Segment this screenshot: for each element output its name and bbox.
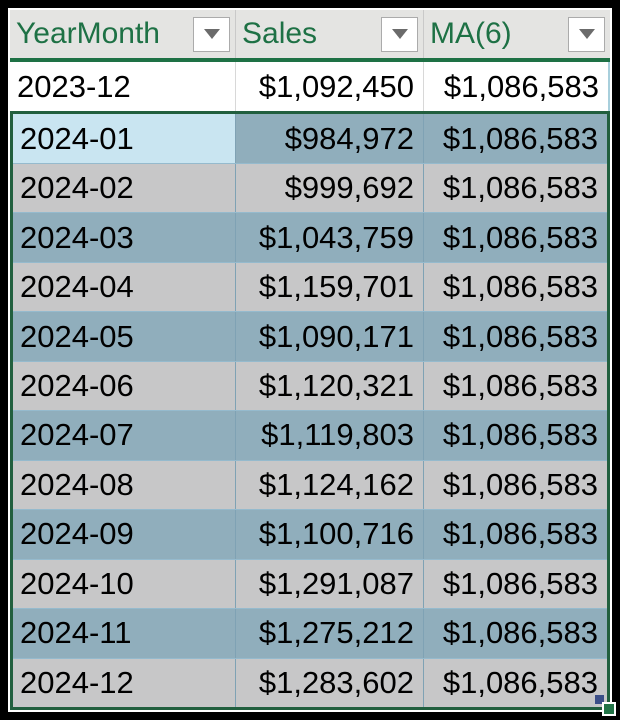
table-header-row: YearMonth Sales MA(6) (10, 10, 610, 62)
cell-sales[interactable]: $999,692 (236, 163, 424, 213)
header-label-yearmonth: YearMonth (16, 17, 160, 50)
cell-sales[interactable]: $1,120,321 (236, 361, 424, 411)
cell-sales[interactable]: $1,275,212 (236, 609, 424, 658)
cell-yearmonth[interactable]: 2024-05 (13, 312, 236, 361)
cell-sales[interactable]: $1,291,087 (236, 559, 424, 609)
cell-ma6[interactable]: $1,086,583 (424, 460, 607, 510)
table-body: 2023-12 $1,092,450 $1,086,583 2024-01 $9… (10, 62, 616, 716)
cell-ma6[interactable]: $1,086,583 (424, 114, 607, 163)
header-label-ma6: MA(6) (430, 17, 512, 50)
table-row: 2024-12 $1,283,602 $1,086,583 (13, 657, 607, 708)
cell-yearmonth[interactable]: 2024-08 (13, 460, 236, 510)
row-area-unselected: 2023-12 $1,092,450 $1,086,583 (10, 62, 610, 112)
cell-yearmonth[interactable]: 2024-03 (13, 213, 236, 262)
cell-sales[interactable]: $1,119,803 (236, 411, 424, 460)
header-label-sales: Sales (242, 17, 318, 50)
cell-ma6[interactable]: $1,086,583 (424, 163, 607, 213)
selection-range: 2024-01 $984,972 $1,086,583 2024-02 $999… (10, 111, 616, 716)
cell-sales[interactable]: $1,159,701 (236, 262, 424, 312)
filter-caret-down-icon (578, 29, 595, 39)
cell-sales[interactable]: $1,283,602 (236, 658, 424, 708)
cell-yearmonth[interactable]: 2024-09 (13, 510, 236, 559)
table-row: 2024-03 $1,043,759 $1,086,583 (13, 212, 607, 262)
cell-yearmonth[interactable]: 2024-12 (13, 658, 236, 708)
cell-yearmonth[interactable]: 2024-07 (13, 411, 236, 460)
cell-sales[interactable]: $1,092,450 (236, 62, 424, 112)
filter-button-ma6[interactable] (568, 16, 605, 52)
cell-ma6[interactable]: $1,086,583 (424, 361, 607, 411)
table-row: 2024-08 $1,124,162 $1,086,583 (13, 459, 607, 510)
cell-yearmonth[interactable]: 2024-01 (13, 114, 236, 163)
table-row: 2024-02 $999,692 $1,086,583 (13, 162, 607, 213)
filter-caret-down-icon (391, 29, 408, 39)
cell-ma6[interactable]: $1,086,583 (424, 411, 607, 460)
header-cell-ma6[interactable]: MA(6) (424, 10, 610, 58)
cell-yearmonth[interactable]: 2024-06 (13, 361, 236, 411)
cell-yearmonth[interactable]: 2024-10 (13, 559, 236, 609)
cell-ma6[interactable]: $1,086,583 (424, 510, 607, 559)
cell-ma6[interactable]: $1,086,583 (424, 213, 607, 262)
table-row: 2024-09 $1,100,716 $1,086,583 (13, 509, 607, 559)
table-row: 2024-04 $1,159,701 $1,086,583 (13, 261, 607, 312)
cell-ma6[interactable]: $1,086,583 (424, 559, 607, 609)
filter-caret-down-icon (203, 29, 220, 39)
cell-sales[interactable]: $1,100,716 (236, 510, 424, 559)
table-row: 2024-01 $984,972 $1,086,583 (13, 114, 607, 163)
table-row: 2024-11 $1,275,212 $1,086,583 (13, 608, 607, 658)
table-row: 2024-10 $1,291,087 $1,086,583 (13, 558, 607, 609)
table-row: 2024-05 $1,090,171 $1,086,583 (13, 311, 607, 361)
cell-ma6[interactable]: $1,086,583 (424, 312, 607, 361)
table-row: 2024-07 $1,119,803 $1,086,583 (13, 410, 607, 460)
cell-yearmonth[interactable]: 2023-12 (10, 62, 236, 112)
table-row: 2024-06 $1,120,321 $1,086,583 (13, 360, 607, 411)
cell-sales[interactable]: $1,090,171 (236, 312, 424, 361)
fill-handle-icon[interactable] (602, 702, 616, 716)
cell-ma6[interactable]: $1,086,583 (424, 609, 607, 658)
cell-yearmonth[interactable]: 2024-02 (13, 163, 236, 213)
cell-yearmonth[interactable]: 2024-11 (13, 609, 236, 658)
cell-ma6[interactable]: $1,086,583 (424, 658, 607, 708)
filter-button-sales[interactable] (381, 16, 418, 52)
cell-sales[interactable]: $984,972 (236, 114, 424, 163)
cell-sales[interactable]: $1,043,759 (236, 213, 424, 262)
cell-ma6[interactable]: $1,086,583 (424, 262, 607, 312)
cell-ma6[interactable]: $1,086,583 (424, 62, 608, 112)
filter-button-yearmonth[interactable] (193, 16, 230, 52)
cell-yearmonth[interactable]: 2024-04 (13, 262, 236, 312)
cell-sales[interactable]: $1,124,162 (236, 460, 424, 510)
table-row: 2023-12 $1,092,450 $1,086,583 (10, 62, 608, 112)
worksheet-area: YearMonth Sales MA(6) 2023-12 $1,092 (8, 8, 616, 716)
header-cell-yearmonth[interactable]: YearMonth (10, 10, 236, 58)
header-cell-sales[interactable]: Sales (236, 10, 424, 58)
table-resize-handle-icon[interactable] (595, 695, 604, 704)
